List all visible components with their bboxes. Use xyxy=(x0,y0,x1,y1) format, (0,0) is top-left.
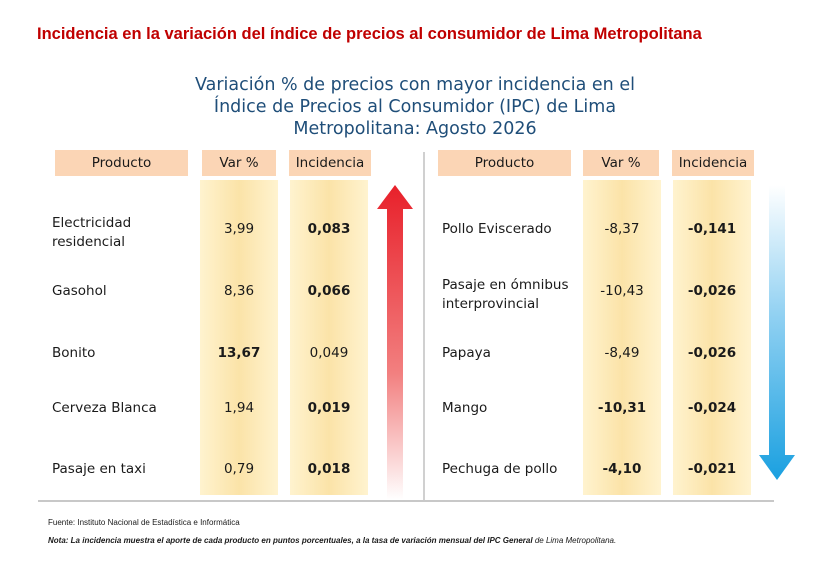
down-incidencia-value: -0,026 xyxy=(687,345,737,361)
right-var-column-bg xyxy=(583,180,661,495)
chart-title-line-3: Metropolitana: Agosto 2026 xyxy=(293,119,537,139)
down-incidencia-value: -0,024 xyxy=(687,400,737,416)
up-incidencia-value: 0,019 xyxy=(307,400,351,416)
right-header-incidencia: Incidencia xyxy=(672,150,754,176)
right-incidencia-column-bg xyxy=(673,180,751,495)
up-incidencia-value: 0,066 xyxy=(307,283,351,299)
up-var-value: 13,67 xyxy=(217,345,261,361)
up-var-value: 0,79 xyxy=(223,461,255,477)
down-var-value: -10,43 xyxy=(600,283,644,299)
table-baseline xyxy=(38,500,774,502)
left-incidencia-column-bg xyxy=(290,180,368,495)
up-arrow-icon xyxy=(377,185,413,500)
up-product-label: Pasaje en taxi xyxy=(52,461,146,477)
down-arrow-icon xyxy=(759,185,795,480)
down-product-label: Mango xyxy=(442,400,488,416)
down-product-label: Pollo Eviscerado xyxy=(442,221,552,237)
left-var-column-bg xyxy=(200,180,278,495)
up-incidencia-value: 0,083 xyxy=(307,221,351,237)
up-var-value: 3,99 xyxy=(223,221,255,237)
down-incidencia-value: -0,141 xyxy=(687,221,737,237)
up-incidencia-value: 0,018 xyxy=(307,461,351,477)
up-product-label: Electricidad residencial xyxy=(52,215,132,250)
chart-title-line-1: Variación % de precios con mayor inciden… xyxy=(195,75,635,95)
right-header-var: Var % xyxy=(583,150,659,176)
left-header-incidencia: Incidencia xyxy=(289,150,371,176)
up-product-label: Cerveza Blanca xyxy=(52,400,157,416)
footer-source: Fuente: Instituto Nacional de Estadístic… xyxy=(48,518,240,527)
left-header-producto: Producto xyxy=(55,150,188,176)
down-var-value: -8,37 xyxy=(604,221,640,237)
down-var-value: -4,10 xyxy=(602,461,642,477)
down-product-label: Pasaje en ómnibus interprovincial xyxy=(442,277,569,312)
right-header-producto: Producto xyxy=(438,150,571,176)
table-divider xyxy=(423,152,425,502)
left-header-var: Var % xyxy=(202,150,276,176)
down-product-label: Papaya xyxy=(442,345,491,361)
up-var-value: 1,94 xyxy=(223,400,255,416)
chart-title-line-2: Índice de Precios al Consumidor (IPC) de… xyxy=(213,97,617,117)
down-var-value: -8,49 xyxy=(604,345,640,361)
up-product-label: Gasohol xyxy=(52,283,107,299)
footer-note: Nota: La incidencia muestra el aporte de… xyxy=(48,536,616,545)
up-product-label: Bonito xyxy=(52,345,96,361)
down-var-value: -10,31 xyxy=(597,400,647,416)
page-heading: Incidencia en la variación del índice de… xyxy=(37,25,702,43)
down-incidencia-value: -0,021 xyxy=(687,461,737,477)
footer-note-rest: de Lima Metropolitana. xyxy=(532,536,617,545)
down-product-label: Pechuga de pollo xyxy=(442,461,558,477)
footer-note-bold: Nota: La incidencia muestra el aporte de… xyxy=(48,536,533,545)
down-incidencia-value: -0,026 xyxy=(687,283,737,299)
up-incidencia-value: 0,049 xyxy=(309,345,349,361)
chart-title: Variación % de precios con mayor inciden… xyxy=(150,74,680,140)
up-var-value: 8,36 xyxy=(223,283,255,299)
